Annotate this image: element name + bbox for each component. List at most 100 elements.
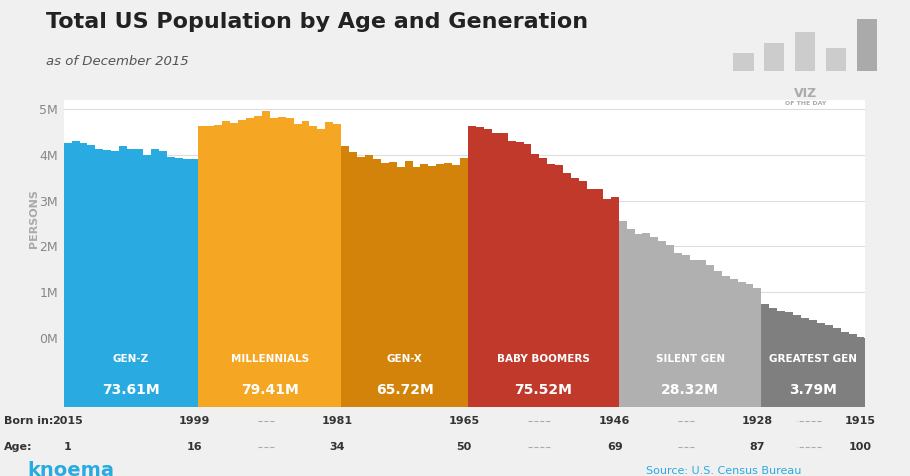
Bar [733, 53, 753, 71]
Bar [460, 159, 468, 338]
Bar [801, 317, 809, 338]
Text: Born in:: Born in: [5, 416, 54, 426]
Text: 2015: 2015 [52, 416, 83, 426]
Bar [627, 228, 634, 338]
Bar [79, 143, 87, 338]
Bar [151, 149, 159, 338]
Y-axis label: PERSONS: PERSONS [29, 189, 39, 248]
Bar [412, 167, 420, 338]
Text: 100: 100 [849, 442, 872, 452]
Text: 16: 16 [187, 442, 202, 452]
Bar [349, 152, 357, 338]
Text: 50: 50 [457, 442, 471, 452]
Bar [294, 124, 301, 338]
Bar [143, 155, 151, 338]
Bar [651, 237, 658, 338]
Bar [468, 338, 619, 407]
Text: 69: 69 [607, 442, 622, 452]
Text: Source: U.S. Census Bureau: Source: U.S. Census Bureau [646, 466, 802, 476]
Bar [794, 315, 801, 338]
Text: BABY BOOMERS: BABY BOOMERS [497, 354, 590, 364]
Bar [809, 319, 817, 338]
Text: MILLENNIALS: MILLENNIALS [231, 354, 308, 364]
Bar [127, 149, 135, 338]
Text: 1999: 1999 [179, 416, 210, 426]
Bar [619, 338, 762, 407]
Bar [682, 255, 690, 338]
Bar [318, 129, 326, 338]
Bar [167, 157, 175, 338]
Bar [159, 151, 167, 338]
Bar [642, 233, 651, 338]
Bar [824, 325, 833, 338]
Bar [357, 157, 365, 338]
Bar [437, 164, 444, 338]
Bar [246, 118, 254, 338]
Bar [198, 126, 207, 338]
Bar [397, 167, 405, 338]
Text: GREATEST GEN: GREATEST GEN [769, 354, 857, 364]
Bar [690, 260, 698, 338]
Bar [96, 149, 104, 338]
Bar [516, 141, 523, 338]
Bar [286, 118, 294, 338]
Bar [341, 338, 468, 407]
Bar [555, 165, 563, 338]
Text: 87: 87 [750, 442, 765, 452]
Bar [857, 20, 877, 71]
Text: SILENT GEN: SILENT GEN [655, 354, 724, 364]
Bar [183, 159, 190, 338]
Bar [849, 334, 856, 338]
Bar [619, 221, 627, 338]
Bar [278, 117, 286, 338]
Text: Age:: Age: [5, 442, 33, 452]
Bar [135, 149, 143, 338]
Text: 1965: 1965 [449, 416, 480, 426]
Bar [262, 111, 270, 338]
Bar [795, 32, 815, 71]
Bar [198, 338, 341, 407]
Bar [389, 162, 397, 338]
Bar [579, 181, 587, 338]
Bar [777, 311, 785, 338]
Bar [301, 121, 309, 338]
Bar [104, 149, 111, 338]
Bar [856, 337, 864, 338]
Bar [175, 158, 183, 338]
Bar [785, 312, 794, 338]
Bar [753, 288, 762, 338]
Bar [190, 159, 198, 338]
Text: 34: 34 [329, 442, 345, 452]
Bar [72, 141, 79, 338]
Bar [540, 158, 547, 338]
Bar [429, 166, 437, 338]
Bar [826, 48, 846, 71]
Bar [64, 143, 72, 338]
Bar [215, 125, 222, 338]
Text: GEN-X: GEN-X [387, 354, 422, 364]
Bar [111, 151, 119, 338]
Bar [738, 282, 745, 338]
Text: 65.72M: 65.72M [376, 383, 433, 397]
Bar [484, 129, 491, 338]
Bar [405, 161, 412, 338]
Text: 1915: 1915 [845, 416, 876, 426]
Text: 28.32M: 28.32M [662, 383, 719, 397]
Bar [698, 260, 706, 338]
Bar [833, 328, 841, 338]
Text: 1: 1 [64, 442, 72, 452]
Bar [706, 265, 713, 338]
Bar [602, 199, 611, 338]
Bar [444, 163, 452, 338]
Bar [309, 126, 318, 338]
Bar [238, 120, 246, 338]
Bar [674, 253, 682, 338]
Bar [666, 245, 674, 338]
Bar [341, 146, 349, 338]
Bar [207, 126, 215, 338]
Bar [87, 145, 96, 338]
Bar [508, 140, 516, 338]
Bar [420, 164, 429, 338]
Bar [326, 122, 333, 338]
Bar [745, 284, 753, 338]
